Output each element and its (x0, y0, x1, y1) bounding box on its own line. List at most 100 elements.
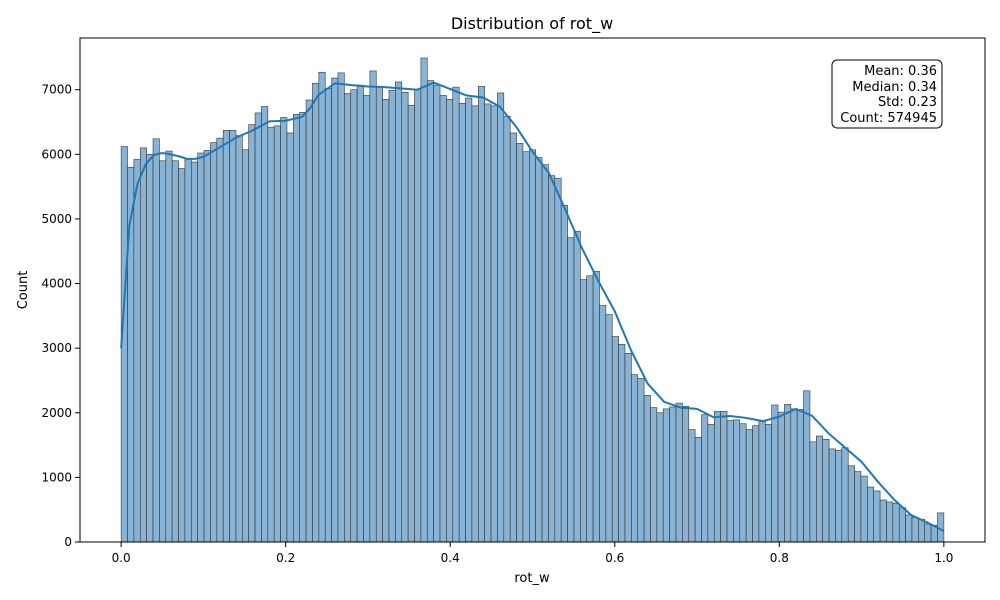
y-tick-label: 7000 (41, 83, 72, 97)
histogram-bar (790, 408, 798, 543)
histogram-bar (337, 72, 345, 543)
histogram-bar (618, 343, 626, 543)
histogram-bar (771, 404, 779, 543)
histogram-bar (165, 150, 173, 543)
histogram-bar (560, 205, 568, 543)
histogram-bar (541, 164, 549, 543)
histogram-bar (344, 93, 352, 543)
histogram-bar (254, 112, 262, 543)
histogram-bar (363, 95, 371, 543)
y-tick-label: 0 (64, 535, 72, 549)
y-tick-label: 6000 (41, 147, 72, 161)
histogram-bar (203, 150, 211, 543)
histogram-bar (248, 124, 256, 543)
histogram-bar (331, 77, 339, 543)
chart-title: Distribution of rot_w (451, 14, 613, 34)
histogram-bar (426, 80, 434, 543)
histogram-bar (235, 135, 243, 543)
stats-count: Count: 574945 (840, 111, 937, 126)
histogram-bar (835, 449, 843, 543)
histogram-bar (350, 89, 358, 543)
histogram-bar (682, 406, 690, 543)
plot-frame (79, 37, 986, 543)
histogram-bar (733, 419, 741, 543)
histogram-bar (580, 279, 588, 543)
y-tick-label: 4000 (41, 277, 72, 291)
histogram-bar (299, 112, 307, 543)
histogram-bar (796, 409, 804, 543)
histogram-bar (509, 132, 517, 543)
histogram-bar (720, 411, 728, 543)
histogram-bar (516, 143, 524, 543)
histogram-bar (726, 420, 734, 543)
x-tick-label: 0.6 (605, 551, 624, 565)
histogram-bar (605, 314, 613, 543)
histogram-bar (624, 353, 632, 543)
histogram-bar (273, 125, 281, 543)
histogram-bar (611, 336, 619, 543)
histogram-bar (739, 423, 747, 543)
histogram-bar (318, 71, 326, 543)
histogram-bar (764, 424, 772, 543)
histogram-bar (433, 84, 441, 543)
histogram-bar (324, 88, 332, 543)
histogram-bar (554, 177, 562, 543)
histogram-bar (286, 132, 294, 543)
x-tick-label: 0.4 (441, 551, 460, 565)
stats-mean: Mean: 0.36 (864, 64, 937, 79)
histogram-bar (261, 106, 269, 543)
histogram-bar (477, 86, 485, 543)
histogram-bar (701, 414, 709, 543)
histogram-bar (911, 517, 919, 543)
histogram-bar (643, 395, 651, 543)
histogram-bar (503, 115, 511, 543)
histogram-bar (146, 154, 154, 543)
histogram-bar (694, 437, 702, 543)
x-tick-label: 0.2 (276, 551, 295, 565)
histogram-bar (280, 117, 288, 543)
y-tick-label: 2000 (41, 406, 72, 420)
histogram-bar (637, 378, 645, 543)
y-axis-label: Count (16, 271, 31, 310)
histogram-bar (713, 411, 721, 543)
histogram-bar (758, 420, 766, 543)
histogram-bar (529, 149, 536, 543)
histogram-bar (573, 230, 581, 543)
histogram-bar (465, 97, 473, 543)
histogram-bar (656, 412, 664, 543)
histogram-bar (918, 519, 926, 543)
histogram-bar (828, 448, 836, 543)
histogram-bar (809, 441, 817, 543)
histogram-bar (484, 103, 492, 543)
stats-std: Std: 0.23 (878, 95, 937, 110)
histogram-bar (293, 113, 301, 543)
x-axis-ticks: 0.0 0.2 0.4 0.6 0.8 1.0 (112, 542, 953, 565)
histogram-bar (548, 175, 556, 543)
histogram-bar (688, 429, 696, 543)
histogram-bar (924, 523, 932, 543)
x-axis-label: rot_w (514, 571, 550, 586)
histogram-bar (229, 130, 237, 543)
histogram-bar (898, 507, 906, 543)
histogram-bar (382, 99, 390, 543)
histogram-bar (446, 99, 454, 543)
histogram-bar (414, 88, 422, 543)
histogram-bar (216, 137, 224, 543)
histogram-bar (267, 126, 275, 543)
histogram-bar (854, 471, 862, 543)
histogram-bar (222, 130, 230, 543)
histogram-bar (745, 429, 753, 543)
x-tick-label: 0.8 (770, 551, 789, 565)
histogram-bar (458, 102, 466, 543)
histogram-bar (375, 86, 383, 543)
histogram-bar (210, 142, 218, 543)
histogram-bar (388, 90, 396, 543)
histogram-bar (592, 270, 600, 543)
histogram-bar (133, 159, 141, 543)
histogram-bar (816, 435, 823, 543)
histogram-bar (139, 147, 147, 543)
histogram-bar (873, 490, 881, 543)
histogram-bar (867, 486, 875, 543)
histogram-bar (905, 514, 913, 543)
histogram-bar (369, 70, 377, 543)
